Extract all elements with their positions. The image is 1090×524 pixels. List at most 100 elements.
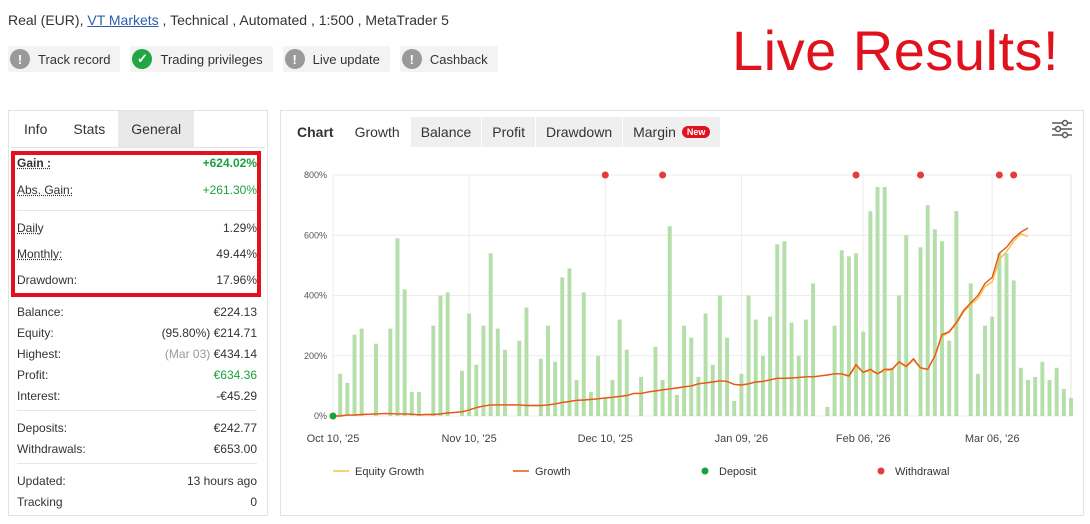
stat-value: 13 hours ago bbox=[186, 474, 257, 488]
bar bbox=[875, 187, 880, 416]
stat-profit: Profit: €634.36 bbox=[17, 368, 257, 382]
stat-value: -€45.29 bbox=[216, 389, 257, 403]
stat-label: Balance: bbox=[17, 305, 64, 319]
new-badge: New bbox=[681, 126, 711, 138]
stat-value: 49.44% bbox=[216, 247, 257, 261]
bar bbox=[538, 358, 543, 416]
bar bbox=[796, 355, 801, 416]
tab-profit[interactable]: Profit bbox=[482, 117, 536, 147]
bar bbox=[825, 406, 830, 416]
tab-general[interactable]: General bbox=[118, 111, 195, 147]
bar bbox=[553, 361, 558, 416]
bar bbox=[947, 340, 952, 416]
bar bbox=[445, 292, 450, 416]
stat-value: (Mar 03) €434.14 bbox=[165, 347, 257, 361]
account-info: Real (EUR), VT Markets , Technical , Aut… bbox=[8, 12, 449, 28]
bar bbox=[846, 256, 851, 416]
legend-dot bbox=[877, 467, 885, 475]
x-tick-label: Nov 10, '25 bbox=[441, 433, 496, 445]
stat-label: Highest: bbox=[17, 347, 62, 361]
y-tick-label: 800% bbox=[304, 170, 327, 180]
badge-trading-privileges[interactable]: ✓ Trading privileges bbox=[130, 46, 273, 72]
bar bbox=[338, 373, 343, 416]
stat-label[interactable]: Gain : bbox=[17, 156, 52, 170]
tab-drawdown[interactable]: Drawdown bbox=[535, 117, 624, 147]
broker-link[interactable]: VT Markets bbox=[87, 12, 159, 28]
withdrawal-marker bbox=[659, 171, 667, 179]
stat-value: €224.13 bbox=[213, 305, 257, 319]
bar bbox=[839, 250, 844, 416]
bar bbox=[481, 325, 486, 416]
badge-track-record[interactable]: ! Track record bbox=[8, 46, 121, 72]
equity-amount: €214.71 bbox=[213, 326, 257, 340]
stat-label[interactable]: Monthly: bbox=[17, 247, 63, 261]
stat-label: Interest: bbox=[17, 389, 61, 403]
exclamation-icon: ! bbox=[401, 49, 422, 69]
equity-percent: (95.80%) bbox=[161, 326, 211, 340]
legend-label: Withdrawal bbox=[895, 466, 949, 478]
bar bbox=[639, 376, 644, 416]
bar bbox=[488, 253, 493, 416]
bar bbox=[474, 364, 479, 416]
stat-daily: Daily 1.29% bbox=[17, 221, 257, 235]
bar bbox=[753, 319, 758, 416]
stat-monthly: Monthly: 49.44% bbox=[17, 247, 257, 261]
live-results-overlay: Live Results! bbox=[732, 19, 1060, 82]
bar bbox=[925, 205, 930, 416]
bar bbox=[524, 307, 529, 416]
deposit-marker bbox=[329, 412, 337, 420]
bar bbox=[990, 316, 995, 416]
x-tick-label: Mar 06, '26 bbox=[965, 433, 1020, 445]
tab-margin-label: Margin bbox=[633, 124, 676, 140]
legend-label: Equity Growth bbox=[355, 466, 424, 478]
bar bbox=[574, 379, 579, 416]
bar bbox=[732, 400, 737, 416]
stat-value: €653.00 bbox=[213, 442, 257, 456]
tab-balance[interactable]: Balance bbox=[410, 117, 483, 147]
bar bbox=[653, 346, 658, 416]
bar bbox=[560, 277, 565, 416]
stat-label[interactable]: Abs. Gain: bbox=[17, 183, 74, 197]
tab-info[interactable]: Info bbox=[11, 111, 61, 147]
bar bbox=[467, 313, 472, 416]
bar bbox=[402, 289, 407, 416]
stat-drawdown: Drawdown: 17.96% bbox=[17, 273, 257, 287]
sliders-icon[interactable] bbox=[1051, 119, 1073, 139]
y-tick-label: 200% bbox=[304, 351, 327, 361]
bar bbox=[460, 370, 464, 416]
badge-live-update[interactable]: ! Live update bbox=[282, 46, 390, 72]
bar bbox=[703, 313, 708, 416]
highest-date: (Mar 03) bbox=[164, 347, 211, 361]
bar bbox=[861, 331, 866, 416]
status-badges: ! Track record ✓ Trading privileges ! Live … bbox=[8, 46, 498, 72]
bar bbox=[374, 343, 378, 416]
stat-value: +624.02% bbox=[202, 156, 257, 170]
stat-withdrawals: Withdrawals: €653.00 bbox=[17, 442, 257, 456]
stat-equity: Equity: (95.80%) €214.71 bbox=[17, 326, 257, 340]
y-tick-label: 400% bbox=[304, 291, 327, 301]
chart-panel: Chart Growth Balance Profit Drawdown Mar… bbox=[280, 110, 1084, 516]
stat-label: Withdrawals: bbox=[17, 442, 86, 456]
stat-label[interactable]: Daily bbox=[17, 221, 44, 235]
badge-label: Trading privileges bbox=[160, 51, 263, 67]
stat-label: Tracking bbox=[17, 495, 63, 509]
x-tick-label: Feb 06, '26 bbox=[836, 433, 891, 445]
badge-cashback[interactable]: ! Cashback bbox=[399, 46, 498, 72]
bar bbox=[674, 394, 679, 416]
stat-value: (95.80%) €214.71 bbox=[162, 326, 257, 340]
legend-dot bbox=[701, 467, 709, 475]
bar bbox=[431, 325, 436, 416]
stat-value: +261.30% bbox=[202, 183, 257, 197]
tab-margin[interactable]: Margin New bbox=[623, 117, 722, 147]
tab-growth[interactable]: Growth bbox=[344, 117, 411, 147]
bar bbox=[889, 367, 894, 416]
bar bbox=[954, 211, 959, 416]
highlight-box bbox=[11, 151, 261, 297]
bar bbox=[868, 211, 873, 416]
stat-value: 17.96% bbox=[216, 273, 257, 287]
bar bbox=[1033, 376, 1038, 416]
bar bbox=[603, 397, 608, 416]
withdrawal-marker bbox=[852, 171, 860, 179]
tab-stats[interactable]: Stats bbox=[73, 121, 106, 137]
bar bbox=[918, 247, 923, 416]
